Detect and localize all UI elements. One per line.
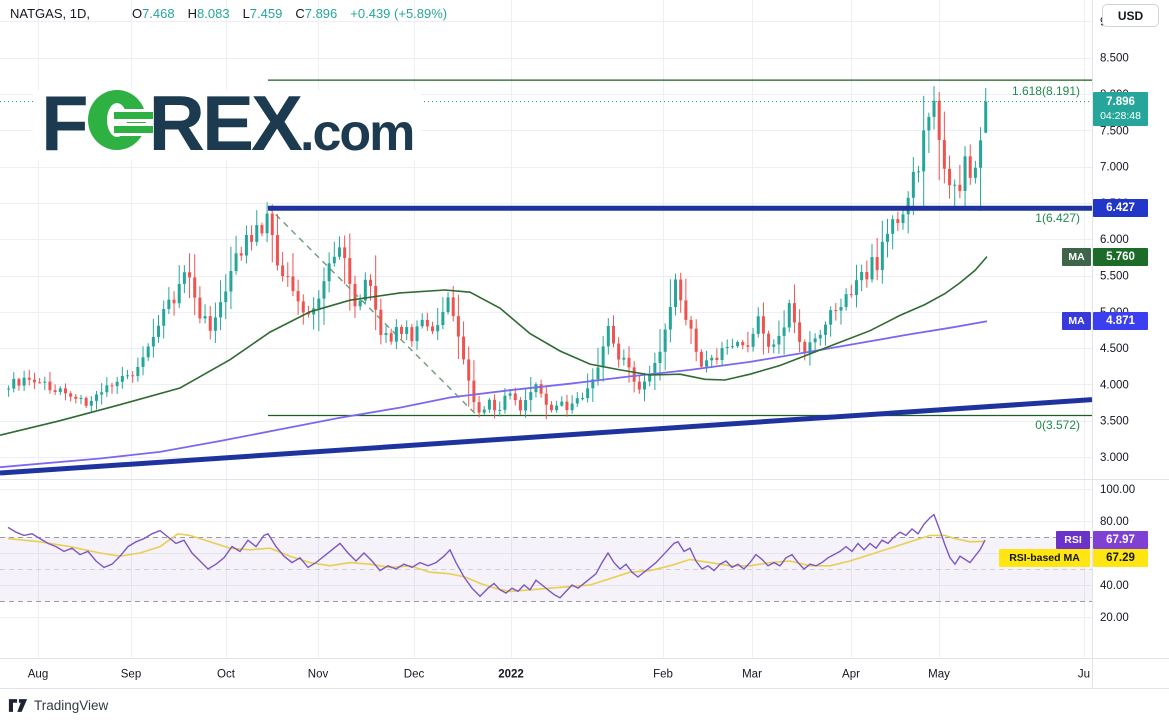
ohlc-open: O7.468 [131, 6, 175, 21]
rsi-value-badge: 67.97 [1093, 531, 1148, 549]
svg-text:3.000: 3.000 [1100, 452, 1129, 464]
bar-countdown: 04:28:48 [1100, 109, 1141, 122]
ma-green-tag: MA [1062, 248, 1091, 266]
svg-text:6.000: 6.000 [1100, 234, 1129, 246]
tradingview-icon [8, 699, 28, 712]
svg-text:Aug: Aug [28, 669, 48, 681]
pane-separators [0, 0, 1169, 689]
rsi-ma-value-badge: 67.29 [1093, 549, 1148, 567]
svg-text:2022: 2022 [498, 669, 524, 681]
svg-text:Oct: Oct [217, 669, 236, 681]
rsi-levels [0, 537, 1092, 602]
fib-label-1618[interactable]: 1.618(8.191) [1011, 84, 1080, 98]
svg-text:7.000: 7.000 [1100, 162, 1129, 174]
ohlc-low: L7.459 [242, 6, 283, 21]
watermark-dotcom: .com [300, 104, 415, 162]
svg-text:7.500: 7.500 [1100, 125, 1129, 137]
svg-text:Apr: Apr [842, 669, 860, 681]
svg-text:May: May [928, 669, 950, 681]
current-price-value: 7.896 [1106, 96, 1135, 109]
svg-text:Dec: Dec [404, 669, 425, 681]
symbol-legend: NATGAS, 1D, O7.468 H8.083 L7.459 C7.896 … [10, 6, 460, 21]
rsi-ma-line[interactable] [7, 532, 986, 593]
currency-unit-button[interactable]: USD [1102, 4, 1159, 27]
svg-text:20.00: 20.00 [1100, 612, 1129, 624]
svg-text:Nov: Nov [308, 669, 329, 681]
watermark-letters-rex: REX [148, 79, 303, 167]
ma-green-line[interactable] [0, 256, 988, 436]
tradingview-text: TradingView [34, 698, 109, 713]
candles-layer [7, 86, 988, 420]
forex-com-watermark: F REX .com [33, 79, 422, 167]
forex-o-icon [87, 90, 153, 150]
svg-text:Sep: Sep [121, 669, 141, 681]
tradingview-logo[interactable]: TradingView [8, 698, 108, 713]
ohlc-change: +0.439 (+5.89%) [350, 6, 448, 21]
time-axis-labels[interactable]: Aug Sep Oct Nov Dec 2022 Feb Mar Apr May Ju [28, 669, 1090, 681]
ma-green-value-badge: 5.760 [1093, 248, 1148, 266]
svg-text:4.500: 4.500 [1100, 343, 1129, 355]
rsi-tag: RSI [1056, 531, 1090, 549]
svg-text:40.00: 40.00 [1100, 580, 1129, 592]
svg-text:80.00: 80.00 [1100, 516, 1129, 528]
svg-text:100.00: 100.00 [1100, 484, 1135, 496]
rsi-ma-tag: RSI-based MA [999, 549, 1090, 567]
fib-label-0[interactable]: 0(3.572) [1035, 418, 1080, 432]
fib-label-1[interactable]: 1(6.427) [1035, 211, 1080, 225]
ma-purple-value-badge: 4.871 [1093, 312, 1148, 330]
svg-text:Ju: Ju [1078, 669, 1090, 681]
price-level-badge: 6.427 [1093, 199, 1148, 217]
svg-text:5.500: 5.500 [1100, 271, 1129, 283]
price-pane [0, 79, 1092, 599]
svg-text:8.500: 8.500 [1100, 53, 1129, 65]
rsi-line[interactable] [7, 513, 986, 599]
ma-purple-tag: MA [1062, 312, 1091, 330]
ma-purple-line[interactable] [0, 320, 988, 469]
svg-text:Feb: Feb [653, 669, 673, 681]
current-price-badge: 7.896 04:28:48 [1093, 92, 1148, 126]
watermark-letter-f: F [41, 79, 89, 167]
dashed-trendline[interactable] [267, 206, 479, 417]
symbol-title[interactable]: NATGAS, 1D, [10, 6, 90, 21]
svg-text:Mar: Mar [742, 669, 762, 681]
navy-trendline[interactable] [0, 397, 1092, 476]
ohlc-close: C7.896 [295, 6, 338, 21]
svg-text:3.500: 3.500 [1100, 416, 1129, 428]
svg-text:4.000: 4.000 [1100, 379, 1129, 391]
ohlc-high: H8.083 [187, 6, 230, 21]
